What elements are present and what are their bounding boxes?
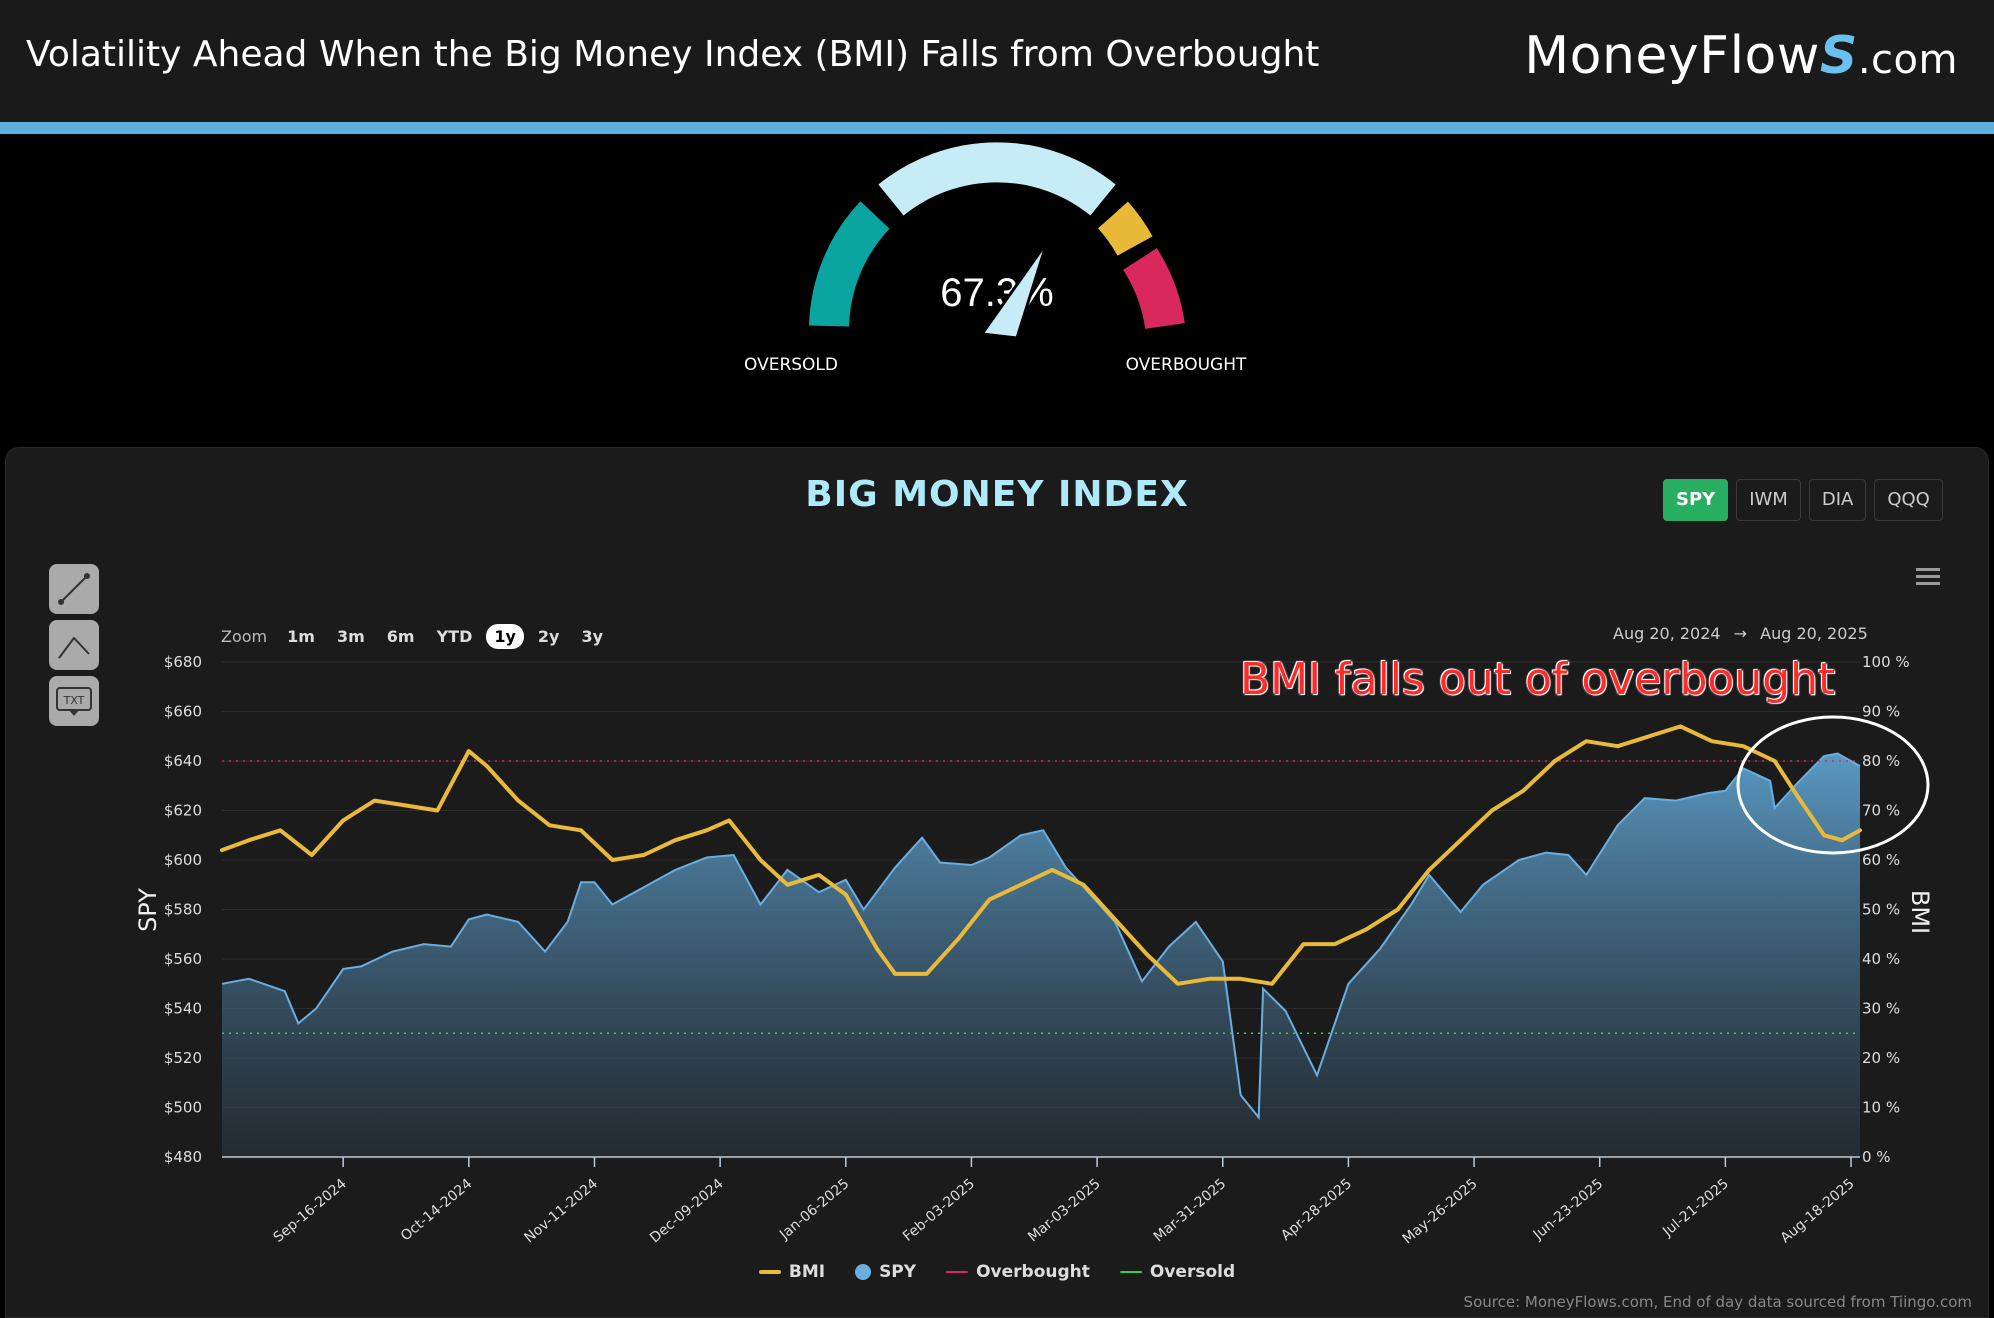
zoom-label: Zoom <box>221 627 268 646</box>
ticker-dia-button[interactable]: DIA <box>1808 479 1867 521</box>
zoom-3y-button[interactable]: 3y <box>581 627 604 646</box>
spy-line <box>221 752 1861 1121</box>
pattern-icon <box>58 636 90 659</box>
y-left-tick-label: $540 <box>164 1000 202 1018</box>
y-left-tick-label: $560 <box>164 950 202 968</box>
x-tick-label: Sep-16-2024 <box>271 1176 350 1246</box>
source-note: Source: MoneyFlows.com, End of day data … <box>1463 1293 1972 1311</box>
y-left-tick-label: $580 <box>164 901 202 919</box>
chart-legend: BMI SPY Overbought Oversold <box>0 1262 1994 1282</box>
ticker-selector: SPY IWM DIA QQQ <box>1663 479 1943 521</box>
gauge-warning-arc <box>1097 201 1153 257</box>
y-left-tick-label: $480 <box>164 1148 202 1166</box>
y-right-tick-label: 30 % <box>1862 1000 1900 1018</box>
y-left-axis-title: SPY <box>134 888 162 932</box>
legend-overbought-swatch <box>946 1271 969 1273</box>
brand-main: MoneyFlow <box>1524 26 1820 86</box>
gauge-overbought-arc <box>1122 248 1185 330</box>
trendline-icon <box>58 573 90 605</box>
y-left-tick-label: $620 <box>164 802 202 820</box>
y-right-tick-label: 10 % <box>1862 1099 1900 1117</box>
legend-oversold-swatch <box>1119 1271 1142 1273</box>
pattern-tool-button[interactable] <box>49 620 99 670</box>
y-left-tick-label: $680 <box>164 653 202 671</box>
brand-logo[interactable]: MoneyFlowS.com <box>1524 26 1958 86</box>
accent-bar <box>0 122 1994 134</box>
date-from: Aug 20, 2024 <box>1613 624 1721 643</box>
date-arrow: → <box>1733 624 1748 643</box>
zoom-1m-button[interactable]: 1m <box>287 627 315 646</box>
brand-s: S <box>1819 26 1858 86</box>
bmi-line <box>220 724 1862 986</box>
svg-text:TXT: TXT <box>63 694 85 707</box>
y-right-tick-label: 100 % <box>1862 653 1910 671</box>
gauge-left-label: OVERSOLD <box>744 355 838 375</box>
y-left-tick-label: $520 <box>164 1049 202 1067</box>
zoom-selector: Zoom 1m 3m 6m YTD 1y 2y 3y <box>221 624 611 649</box>
trendline-tool-button[interactable] <box>49 564 99 614</box>
chart-annotation: BMI falls out of overbought <box>1240 654 1836 705</box>
y-right-tick-label: 40 % <box>1862 950 1900 968</box>
x-tick-label: Feb-03-2025 <box>900 1176 978 1245</box>
gauge-oversold-arc <box>809 201 890 328</box>
x-tick-label: Jul-21-2025 <box>1659 1176 1732 1241</box>
page-title: Volatility Ahead When the Big Money Inde… <box>26 34 1320 75</box>
zoom-1y-button[interactable]: 1y <box>486 624 524 649</box>
gauge-needle <box>979 241 1049 340</box>
y-right-tick-label: 90 % <box>1862 703 1900 721</box>
y-left-tick-label: $500 <box>164 1099 202 1117</box>
y-right-tick-label: 80 % <box>1862 752 1900 770</box>
spy-area <box>222 753 1860 1157</box>
highlight-circle <box>1736 715 1930 855</box>
panel-title: BIG MONEY INDEX <box>805 474 1189 515</box>
gauge-right-label: OVERBOUGHT <box>1126 355 1247 375</box>
y-right-axis-title: BMI <box>1906 890 1934 934</box>
chart-menu-icon[interactable] <box>1916 568 1940 589</box>
y-left-tick-label: $660 <box>164 703 202 721</box>
legend-item-spy[interactable]: SPY <box>855 1262 916 1282</box>
header-bar: Volatility Ahead When the Big Money Inde… <box>0 0 1994 122</box>
y-right-tick-label: 0 % <box>1862 1148 1891 1166</box>
date-range[interactable]: Aug 20, 2024 → Aug 20, 2025 <box>1613 624 1868 643</box>
zoom-6m-button[interactable]: 6m <box>386 627 415 646</box>
legend-item-bmi[interactable]: BMI <box>758 1262 825 1282</box>
x-tick-label: Mar-03-2025 <box>1025 1176 1104 1246</box>
y-left-tick-label: $640 <box>164 752 202 770</box>
x-tick-label: Aug-18-2025 <box>1778 1176 1858 1247</box>
legend-bmi-swatch <box>758 1270 781 1274</box>
zoom-2y-button[interactable]: 2y <box>537 627 560 646</box>
x-tick-label: May-26-2025 <box>1400 1176 1481 1248</box>
x-tick-label: Oct-14-2024 <box>398 1176 476 1245</box>
ticker-qqq-button[interactable]: QQQ <box>1874 479 1943 521</box>
y-right-tick-label: 60 % <box>1862 851 1900 869</box>
x-tick-label: Jan-06-2025 <box>776 1176 852 1244</box>
y-right-tick-label: 20 % <box>1862 1049 1900 1067</box>
x-tick-label: Jun-23-2025 <box>1530 1176 1606 1244</box>
y-right-tick-label: 70 % <box>1862 802 1900 820</box>
y-left-tick-label: $600 <box>164 851 202 869</box>
x-tick-label: Mar-31-2025 <box>1151 1176 1230 1246</box>
x-tick-label: Dec-09-2024 <box>647 1176 727 1247</box>
text-tool-button[interactable]: TXT <box>49 676 99 726</box>
ticker-iwm-button[interactable]: IWM <box>1736 479 1801 521</box>
x-tick-label: Nov-11-2024 <box>521 1176 601 1246</box>
drawing-tools: TXT <box>49 564 99 732</box>
zoom-3m-button[interactable]: 3m <box>336 627 365 646</box>
text-tool-icon: TXT <box>56 687 92 716</box>
brand-tld: .com <box>1857 37 1958 83</box>
x-tick-label: Apr-28-2025 <box>1278 1176 1355 1244</box>
ticker-spy-button[interactable]: SPY <box>1663 479 1729 521</box>
bmi-gauge: 67.3% OVERSOLD OVERBOUGHT <box>744 142 1247 375</box>
gauge-neutral-arc <box>878 142 1116 216</box>
zoom-ytd-button[interactable]: YTD <box>436 627 473 646</box>
legend-item-overbought[interactable]: Overbought <box>946 1262 1090 1282</box>
legend-item-oversold[interactable]: Oversold <box>1119 1262 1235 1282</box>
y-right-tick-label: 50 % <box>1862 901 1900 919</box>
date-to: Aug 20, 2025 <box>1760 624 1868 643</box>
legend-spy-swatch <box>855 1264 872 1280</box>
